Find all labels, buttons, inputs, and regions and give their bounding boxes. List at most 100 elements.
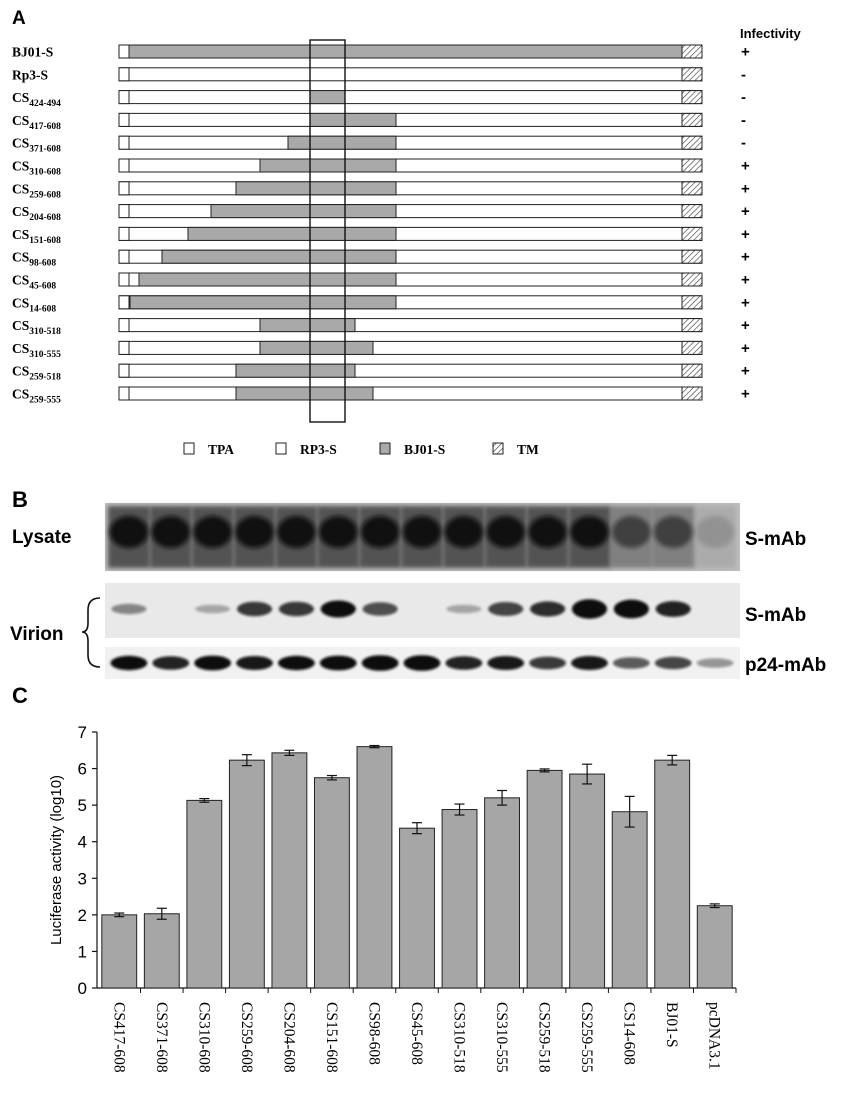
error-bar [326,774,337,781]
y-tick-label: 0 [78,979,87,998]
p24-band [236,656,273,670]
tm-segment [681,363,703,378]
panel-c-letter: C [12,683,28,708]
tpa-segment [118,295,130,310]
p24-band [110,655,148,671]
tm-segment [681,44,703,59]
error-bar [284,749,295,757]
x-tick-label: CS98-608 [365,1002,382,1065]
x-tick-label: CS310-518 [451,1002,468,1073]
construct-label: CS259-555 [12,387,61,406]
bar [313,777,350,989]
bj01-s-segment [259,340,374,355]
virion-band [571,599,608,619]
virion-band [236,601,273,617]
lysate-antibody-label: S-mAb [745,529,806,550]
infectivity-value: + [741,44,750,61]
error-bar [199,797,210,803]
infectivity-value: - [741,89,746,106]
tm-segment [681,249,703,264]
construct-row: CS45-608 + [12,272,750,292]
p24-antibody-label: p24-mAb [745,655,826,676]
bj01-s-segment [128,44,683,59]
p24-band [487,656,525,670]
bj01-s-segment [235,363,356,378]
lysate-band-core [319,516,358,548]
p24-band [571,656,608,670]
construct-row: CS310-608 + [12,158,750,178]
bj01-s-segment [309,112,397,127]
construct-label: CS310-608 [12,159,61,178]
rp3-s-segment [118,135,703,150]
rp3-s-segment [118,363,703,378]
legend-swatch [379,442,391,455]
legend-item: TPA [183,442,234,457]
tm-segment [681,158,703,173]
infectivity-value: + [741,317,750,334]
p24-band [612,657,650,669]
lysate-band-core [444,516,484,548]
tm-segment [681,295,703,310]
y-tick-label: 1 [78,942,87,961]
construct-label: BJ01-S [12,45,53,60]
tm-segment [681,67,703,82]
error-bar [624,795,635,828]
legend-swatch [492,442,504,455]
virion-band [655,601,691,617]
virion-band [530,601,566,617]
tpa-segment [118,44,130,59]
construct-rows: BJ01-S +Rp3-S -CS424-494 -CS417-608 -CS371-6… [12,44,750,406]
tm-segment [681,181,703,196]
infectivity-value: + [741,226,750,243]
infectivity-value: + [741,249,750,266]
virion-band [195,604,231,614]
rp3-s-segment [118,204,703,219]
error-bar [582,763,593,785]
bj01-s-segment [235,181,397,196]
bar [441,809,478,989]
construct-label: CS371-608 [12,136,61,155]
lysate-band-core [612,516,651,548]
infectivity-value: + [741,158,750,175]
panel-a-letter: A [12,8,26,29]
lysate-bands [108,506,736,568]
infectivity-value: - [741,66,746,83]
construct-label: CS424-494 [12,90,61,109]
construct-label: CS14-608 [12,295,56,314]
p24-band [654,656,692,670]
bj01-s-segment [309,90,346,105]
tpa-segment [118,181,130,196]
bj01-s-segment [138,272,397,287]
tpa-segment [118,318,130,333]
tpa-segment [118,112,130,127]
construct-row: CS310-555 + [12,340,750,360]
error-bar [369,744,380,749]
construct-label: CS45-608 [12,273,56,292]
virion-band [111,603,147,615]
tm-segment [681,112,703,127]
bar [228,759,265,989]
construct-row: CS417-608 - [12,112,746,132]
panel-b: B Lysate Virion S-mAb S-mAb p24-mAb [10,487,826,679]
p24-band [445,656,483,670]
construct-row: CS259-555 + [12,386,750,406]
tpa-segment [118,226,130,241]
luciferase-chart: 0 1 2 3 4 5 6 7 CS417-608 CS371-608 CS310-608 CS259… [78,723,737,1073]
y-tick-label: 7 [78,723,87,742]
legend-item: TM [492,442,539,457]
legend-label: TPA [208,442,234,457]
lysate-band-core [695,516,735,548]
p24-band [403,655,441,671]
bj01-s-segment [187,226,397,241]
y-tick-label: 3 [78,869,87,888]
virion-band [278,601,314,617]
lysate-band-core [193,516,232,548]
p24-band [152,656,190,670]
tpa-segment [118,272,130,287]
construct-row: CS259-518 + [12,363,750,383]
tpa-segment [118,340,130,355]
construct-label: CS259-518 [12,364,61,383]
tpa-segment [118,90,130,105]
tpa-segment [118,135,130,150]
